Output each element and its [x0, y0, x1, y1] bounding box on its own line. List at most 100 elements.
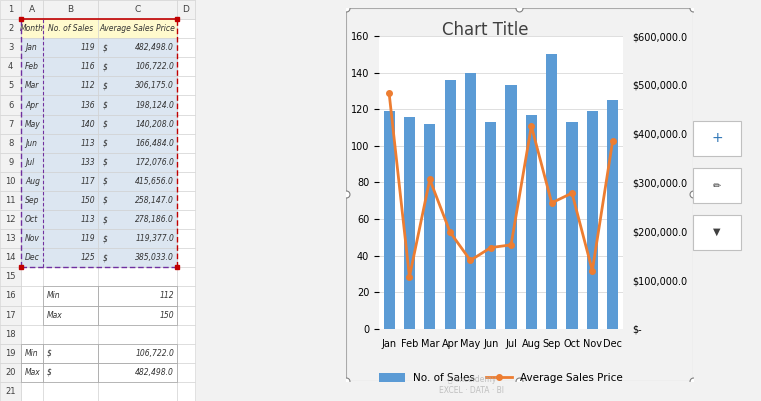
Bar [21, 382, 43, 401]
Bar [0, 382, 21, 401]
Bar [21, 115, 43, 134]
Text: $: $ [103, 253, 107, 262]
Text: $: $ [47, 368, 52, 377]
Text: 106,722.0: 106,722.0 [135, 62, 174, 71]
Bar [43, 57, 98, 76]
Text: Min: Min [46, 292, 60, 300]
Text: 119: 119 [81, 234, 95, 243]
Bar [21, 0, 43, 19]
Text: 172,076.0: 172,076.0 [135, 158, 174, 167]
Bar [21, 286, 43, 306]
Bar [98, 191, 177, 210]
Line: Average Sales Price: Average Sales Price [387, 91, 616, 279]
Bar [693, 168, 741, 203]
Bar [98, 95, 177, 115]
Bar [0, 0, 21, 19]
Average Sales Price [425, 177, 435, 182]
Text: $: $ [103, 177, 107, 186]
Text: 3: 3 [8, 43, 14, 52]
Average Sales Price [527, 124, 536, 128]
Bar [43, 363, 98, 382]
Text: +: + [711, 131, 723, 145]
Bar [0, 363, 21, 382]
Text: $: $ [103, 101, 107, 109]
Bar [607, 100, 618, 329]
Text: 1: 1 [8, 5, 14, 14]
Bar [43, 76, 98, 95]
Bar [43, 134, 98, 153]
Bar [98, 76, 177, 95]
Bar [98, 172, 177, 191]
Bar [43, 248, 98, 267]
Text: $: $ [103, 139, 107, 148]
Bar [21, 344, 43, 363]
Bar [21, 153, 43, 172]
Bar [43, 134, 98, 153]
Bar [177, 57, 195, 76]
Bar [98, 153, 177, 172]
Bar [177, 248, 195, 267]
Bar [43, 0, 98, 19]
Bar [98, 134, 177, 153]
Average Sales Price [486, 245, 495, 250]
Bar [21, 0, 43, 19]
Text: $: $ [103, 43, 107, 52]
Text: 198,124.0: 198,124.0 [135, 101, 174, 109]
Bar [21, 95, 43, 115]
Bar [0, 19, 21, 38]
Bar [98, 76, 177, 95]
Text: 10: 10 [5, 177, 16, 186]
Text: Max: Max [25, 368, 41, 377]
Bar [98, 57, 177, 76]
Bar [177, 363, 195, 382]
Bar [0, 172, 21, 191]
Bar [0, 153, 21, 172]
Bar [0, 134, 21, 153]
Bar [43, 210, 98, 229]
Average Sales Price [466, 258, 475, 263]
Bar [21, 172, 43, 191]
Bar [43, 115, 98, 134]
Text: 140,208.0: 140,208.0 [135, 119, 174, 129]
Text: Min: Min [25, 349, 39, 358]
Bar [21, 38, 43, 57]
Bar [21, 248, 43, 267]
Bar [21, 191, 43, 210]
Bar [0, 267, 21, 286]
Bar [98, 363, 177, 382]
Bar [98, 191, 177, 210]
Text: 113: 113 [81, 139, 95, 148]
Bar [21, 248, 43, 267]
Bar [98, 382, 177, 401]
Text: 482,498.0: 482,498.0 [135, 43, 174, 52]
Bar [177, 229, 195, 248]
Text: 17: 17 [5, 310, 16, 320]
Bar [21, 115, 43, 134]
Text: 106,722.0: 106,722.0 [135, 349, 174, 358]
Text: Feb: Feb [25, 62, 39, 71]
Bar [98, 38, 177, 57]
Text: 11: 11 [5, 196, 16, 205]
Bar [21, 57, 43, 76]
Text: 150: 150 [160, 310, 174, 320]
Bar [384, 111, 395, 329]
Text: 116: 116 [81, 62, 95, 71]
Text: 140: 140 [81, 119, 95, 129]
Bar [21, 363, 43, 382]
Text: $: $ [103, 215, 107, 224]
Bar [98, 344, 177, 363]
Bar [98, 286, 177, 306]
Text: 258,147.0: 258,147.0 [135, 196, 174, 205]
Text: 150: 150 [81, 196, 95, 205]
Text: Month: Month [21, 24, 44, 33]
Bar [0, 306, 21, 325]
Legend: No. of Sales, Average Sales Price: No. of Sales, Average Sales Price [375, 369, 627, 387]
Text: May: May [25, 119, 41, 129]
Bar [43, 172, 98, 191]
Bar [177, 0, 195, 19]
Bar [177, 38, 195, 57]
Bar [177, 76, 195, 95]
Bar [505, 85, 517, 329]
Bar [424, 124, 435, 329]
Text: Oct: Oct [25, 215, 38, 224]
